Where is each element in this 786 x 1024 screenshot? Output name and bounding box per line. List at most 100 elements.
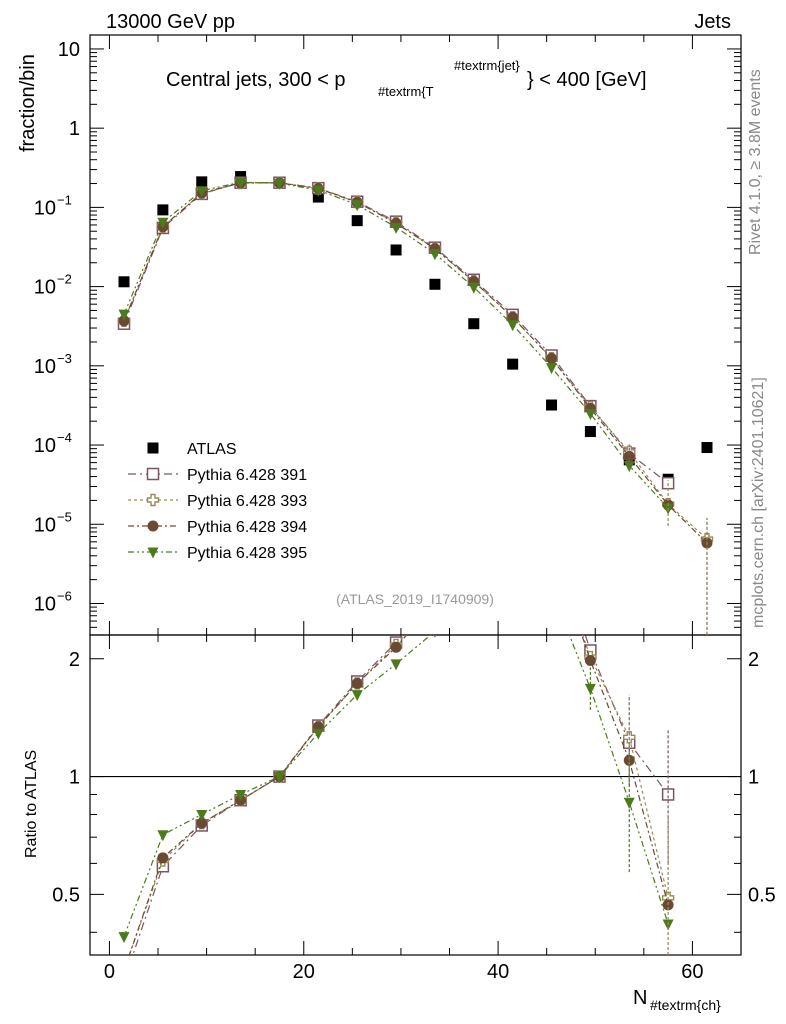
marker-circle [623, 450, 635, 462]
marker-square-filled [468, 318, 480, 330]
marker-square-open [468, 553, 479, 564]
y-tick-label: 10 [34, 356, 56, 378]
series-line [123, 182, 708, 544]
x-tick-label: 60 [681, 961, 703, 983]
marker-circle [390, 641, 402, 653]
y-tick-label-right: 0.5 [748, 884, 776, 906]
legend-label: Pythia 6.428 393 [187, 493, 307, 510]
legend-label: Pythia 6.428 395 [187, 545, 307, 562]
y-tick-label: 10 [34, 435, 56, 457]
marker-square-filled [147, 442, 159, 454]
marker-circle [157, 852, 169, 864]
marker-square-open [661, 788, 675, 801]
marker-square-filled [507, 358, 519, 370]
series-4 [118, 177, 674, 515]
series-line [123, 635, 669, 937]
marker-square-open [119, 976, 130, 987]
marker-circle [351, 677, 363, 689]
marker-triangle-down [584, 409, 596, 421]
series-line [123, 182, 669, 484]
x-tick-label: 40 [487, 961, 509, 983]
header-jets: Jets [694, 11, 731, 33]
marker-triangle-down [147, 547, 159, 559]
marker-circle [546, 352, 558, 364]
y-tick-label-exp: −3 [57, 351, 72, 366]
marker-plus-open [546, 540, 557, 551]
y-tick-label-exp: −5 [57, 509, 72, 524]
marker-square-filled [701, 442, 713, 454]
title-sup: #textrm{jet} [454, 58, 520, 73]
x-tick-label: 20 [293, 961, 315, 983]
marker-plus-open [507, 540, 518, 551]
legend-label: ATLAS [187, 441, 237, 458]
marker-triangle-down [118, 309, 130, 321]
marker-square-open [146, 467, 160, 481]
y-tick-label: 0.5 [52, 884, 80, 906]
y-tick-label-exp: −2 [57, 272, 72, 287]
series-0 [118, 171, 713, 485]
axis-ticks [90, 35, 741, 955]
marker-triangle-down [312, 185, 324, 197]
marker-triangle-down [390, 659, 402, 671]
y-tick-label-exp: −1 [57, 192, 72, 207]
marker-square-filled [429, 278, 441, 290]
header-energy: 13000 GeV pp [106, 11, 235, 33]
marker-triangle-down [196, 809, 208, 821]
title-main: Central jets, 300 < p [166, 69, 346, 91]
marker-triangle-down [351, 200, 363, 212]
marker-circle [507, 311, 519, 323]
marker-circle [196, 817, 208, 829]
marker-circle [147, 520, 159, 532]
y-tick-label: 10 [58, 39, 80, 61]
marker-triangle-down [429, 249, 441, 261]
marker-square-open [546, 527, 557, 538]
bottom-panel-frame [89, 634, 742, 956]
y-tick-label-exp: −6 [57, 588, 72, 603]
marker-triangle-down [273, 772, 285, 784]
marker-plus-open [146, 493, 160, 507]
marker-plus-open [468, 558, 479, 569]
marker-triangle-down [196, 186, 208, 198]
y-tick-labels-bottom: 0.5 0.5 1 1 2 2 [52, 649, 776, 907]
plot-title: Central jets, 300 < p #textrm{T #textrm{… [166, 58, 647, 99]
series-4 [118, 574, 674, 944]
series-line [128, 635, 669, 955]
y-tick-label: 1 [69, 767, 80, 789]
marker-square-filled [118, 276, 130, 288]
legend: ATLAS Pythia 6.428 391 Pythia 6.428 393 Pyt… [128, 441, 307, 562]
marker-triangle-down [546, 363, 558, 375]
marker-square-filled [584, 426, 596, 438]
x-axis-title: N #textrm{ch} [633, 987, 721, 1013]
marker-circle [468, 563, 479, 574]
marker-triangle-down [390, 222, 402, 234]
bottom-panel-data [118, 527, 675, 987]
marker-triangle-down [235, 177, 247, 189]
x-tick-label: 0 [104, 961, 115, 983]
y-axis-title-top: fraction/bin [17, 54, 39, 152]
marker-triangle-down [546, 585, 557, 596]
marker-triangle-down [157, 830, 169, 842]
y-tick-label: 10 [34, 514, 56, 536]
y-tick-label: 10 [34, 197, 56, 219]
marker-plus-open [119, 965, 130, 976]
marker-square-open [507, 527, 518, 538]
marker-circle [507, 540, 518, 551]
y-tick-label: 2 [69, 649, 80, 671]
legend-label: Pythia 6.428 391 [187, 467, 307, 484]
series-line [132, 635, 669, 955]
x-axis-title-main: N [633, 987, 647, 1009]
marker-triangle-down [662, 919, 674, 931]
marker-square-filled [390, 244, 402, 256]
rivet-label: Rivet 4.1.0, ≥ 3.8M events [747, 69, 764, 255]
marker-square-filled [312, 191, 324, 203]
analysis-id: (ATLAS_2019_I1740909) [336, 591, 494, 607]
marker-triangle-down [507, 574, 518, 585]
y-tick-label: 10 [34, 593, 56, 615]
marker-square-filled [546, 399, 558, 411]
marker-square-filled [351, 215, 363, 227]
top-panel-data [117, 171, 714, 635]
x-tick-labels: 0 20 40 60 [104, 961, 704, 983]
marker-triangle-down [468, 282, 480, 294]
series-2 [117, 176, 714, 546]
